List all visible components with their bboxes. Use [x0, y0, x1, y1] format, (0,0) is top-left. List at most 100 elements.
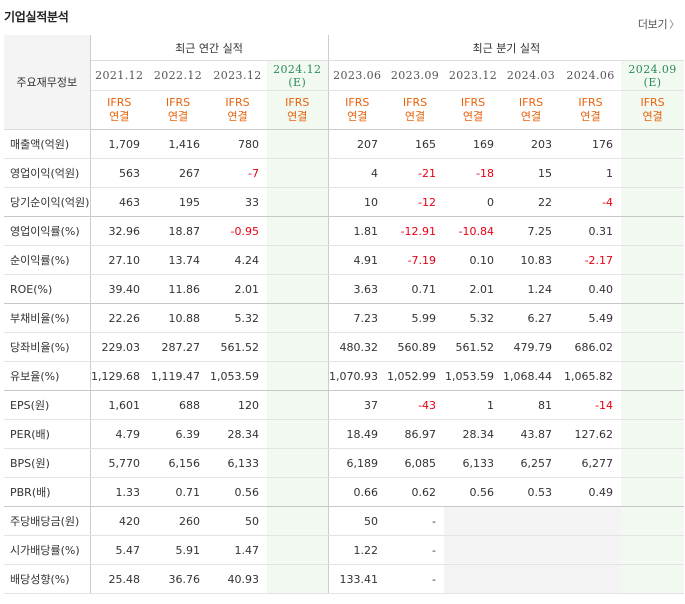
table-cell: 1.22 — [328, 535, 387, 565]
table-cell: 6,189 — [328, 448, 387, 478]
table-cell: - — [386, 564, 445, 594]
table-cell: 0.56 — [444, 477, 503, 507]
table-cell: -0.95 — [208, 216, 267, 246]
table-cell: 0.71 — [386, 274, 445, 304]
table-cell: 287.27 — [148, 332, 208, 362]
table-cell: -18 — [444, 158, 503, 188]
table-cell — [267, 129, 329, 159]
period-label: 2024.09 — [628, 62, 677, 76]
row-label: 부채비율(%) — [4, 303, 91, 333]
table-cell: 560.89 — [386, 332, 445, 362]
table-cell: 780 — [208, 129, 267, 159]
table-cell: 33 — [208, 187, 267, 217]
period-header: 2023.09 — [386, 60, 445, 91]
period-label: 2024.03 — [506, 69, 556, 82]
table-cell: 6,133 — [208, 448, 267, 478]
table-cell: 4.24 — [208, 245, 267, 275]
table-cell — [502, 564, 561, 594]
table-cell: 1.81 — [328, 216, 387, 246]
table-cell — [621, 303, 685, 333]
row-label: ROE(%) — [4, 274, 91, 304]
table-cell: 5.49 — [560, 303, 622, 333]
ifrs-label: IFRS — [225, 96, 250, 109]
chevron-right-icon: 〉 — [669, 20, 679, 31]
consolidated-label: 연결 — [404, 110, 426, 123]
table-cell: 27.10 — [90, 245, 148, 275]
ifrs-label: IFRS — [107, 96, 132, 109]
table-cell: 561.52 — [208, 332, 267, 362]
table-cell: 10.88 — [148, 303, 208, 333]
table-cell — [621, 477, 685, 507]
table-cell: 10.83 — [502, 245, 561, 275]
table-cell: -10.84 — [444, 216, 503, 246]
table-cell: 5.32 — [208, 303, 267, 333]
table-cell: 0.31 — [560, 216, 622, 246]
consolidated-label: 연결 — [227, 110, 248, 123]
table-cell: 7.25 — [502, 216, 561, 246]
table-cell — [621, 274, 685, 304]
accounting-standard: IFRS 연결 — [90, 90, 148, 130]
row-label: EPS(원) — [4, 390, 91, 420]
table-cell: 28.34 — [208, 419, 267, 449]
table-cell: 1.47 — [208, 535, 267, 565]
table-cell — [267, 245, 329, 275]
table-row: 당좌비율(%) 229.03 287.27 561.52 480.32 560.89 561… — [4, 332, 685, 362]
table-cell: 36.76 — [148, 564, 208, 594]
estimate-mark: (E) — [288, 75, 307, 89]
table-row: 시가배당률(%) 5.47 5.91 1.47 1.22- — [4, 535, 685, 565]
table-row: EPS(원) 1,601 688 120 37 -43 1 81 -14 — [4, 390, 685, 420]
period-label: 2023.09 — [390, 69, 440, 82]
table-cell: 39.40 — [90, 274, 148, 304]
table-cell: 686.02 — [560, 332, 622, 362]
table-cell: 50 — [208, 506, 267, 536]
table-cell: 4.79 — [90, 419, 148, 449]
table-row: 영업이익(억원) 563 267 -7 4 -21 -18 15 1 — [4, 158, 685, 188]
table-cell: 6,277 — [560, 448, 622, 478]
table-cell: 6,133 — [444, 448, 503, 478]
table-cell: 0.56 — [208, 477, 267, 507]
table-cell: -2.17 — [560, 245, 622, 275]
table-cell: 229.03 — [90, 332, 148, 362]
accounting-standard: IFRS 연결 — [560, 90, 622, 130]
consolidated-label: 연결 — [462, 110, 484, 123]
table-cell: 688 — [148, 390, 208, 420]
table-cell: -4 — [560, 187, 622, 217]
table-cell — [267, 506, 329, 536]
table-cell: 165 — [386, 129, 445, 159]
table-row: ROE(%) 39.40 11.86 2.01 3.63 0.71 2.01 1.24 0.40 — [4, 274, 685, 304]
table-cell: 0.71 — [148, 477, 208, 507]
more-link[interactable]: 더보기 〉 — [638, 16, 679, 32]
consolidated-label: 연결 — [642, 110, 663, 123]
table-cell: -7 — [208, 158, 267, 188]
table-cell: -12.91 — [386, 216, 445, 246]
table-cell: 6,257 — [502, 448, 561, 478]
financial-table: 주요재무정보 최근 연간 실적 최근 분기 실적 2021.12 2022.12 2… — [4, 35, 685, 594]
consolidated-label: 연결 — [520, 110, 542, 123]
table-cell: 1,416 — [148, 129, 208, 159]
table-cell — [267, 477, 329, 507]
table-cell: 1,052.99 — [386, 361, 445, 391]
table-cell — [444, 506, 503, 536]
table-cell: 4.91 — [328, 245, 387, 275]
section-title: 기업실적분석 — [4, 10, 69, 24]
table-cell: 5.47 — [90, 535, 148, 565]
table-cell — [621, 535, 685, 565]
table-cell: 561.52 — [444, 332, 503, 362]
table-cell: 1,129.68 — [90, 361, 148, 391]
table-cell: 1,053.59 — [444, 361, 503, 391]
table-cell — [621, 129, 685, 159]
period-label: 2023.12 — [448, 69, 498, 82]
table-row: BPS(원) 5,770 6,156 6,133 6,189 6,085 6,133 6,25… — [4, 448, 685, 478]
period-label: 2023.06 — [333, 69, 382, 82]
table-cell: 22.26 — [90, 303, 148, 333]
table-cell: 480.32 — [328, 332, 387, 362]
table-cell — [267, 187, 329, 217]
table-cell — [621, 419, 685, 449]
accounting-standard: IFRS 연결 — [621, 90, 685, 130]
consolidated-label: 연결 — [580, 110, 601, 123]
table-cell — [267, 419, 329, 449]
table-cell: 207 — [328, 129, 387, 159]
more-label: 더보기 — [637, 18, 668, 31]
accounting-standard: IFRS 연결 — [267, 90, 329, 130]
table-cell: -12 — [386, 187, 445, 217]
